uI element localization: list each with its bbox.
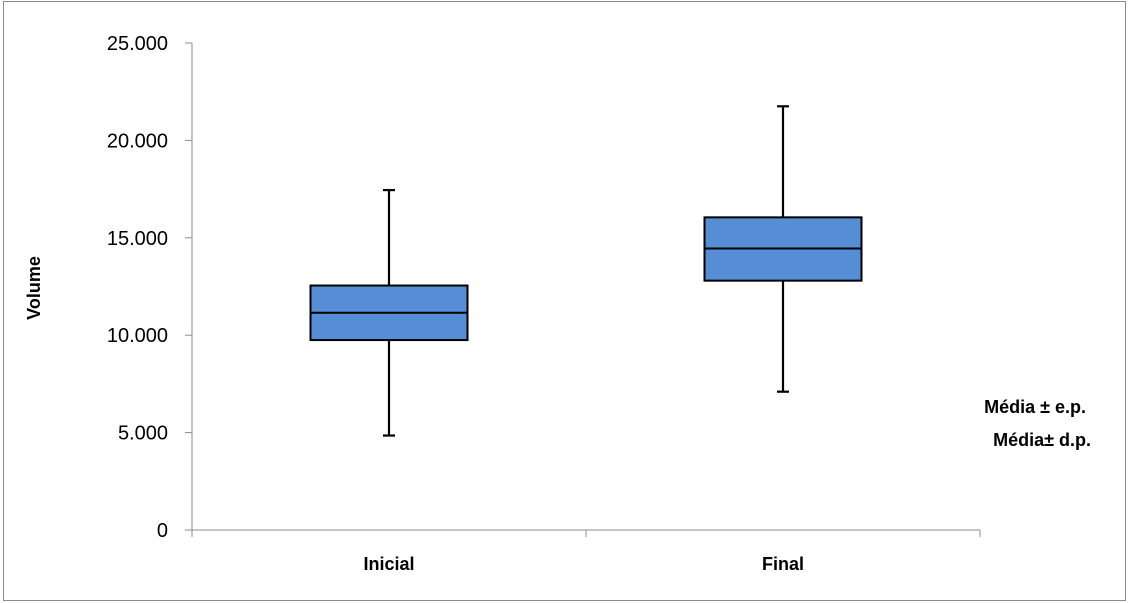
legend-line-standard-error: Média ± e.p.: [984, 397, 1086, 417]
y-axis: 0 5.000 10.000 15.000 20.000 25.000: [107, 33, 193, 542]
y-tick-label: 20.000: [107, 130, 168, 152]
y-tick-label: 10.000: [107, 325, 168, 347]
y-tick-label: 5.000: [118, 423, 168, 445]
box-inicial: [309, 188, 469, 437]
y-tick-label: 15.000: [107, 228, 168, 250]
x-category-label: Inicial: [363, 554, 414, 574]
y-tick-label: 0: [157, 520, 168, 542]
legend-line-standard-deviation: Média± d.p.: [993, 430, 1091, 450]
chart-frame: [3, 1, 1126, 601]
y-axis-title: Volume: [24, 256, 44, 320]
box-final: [703, 105, 863, 393]
x-axis: Inicial Final: [191, 529, 981, 574]
y-tick-label: 25.000: [107, 33, 168, 55]
x-category-label: Final: [762, 554, 804, 574]
box-series: [309, 105, 863, 437]
